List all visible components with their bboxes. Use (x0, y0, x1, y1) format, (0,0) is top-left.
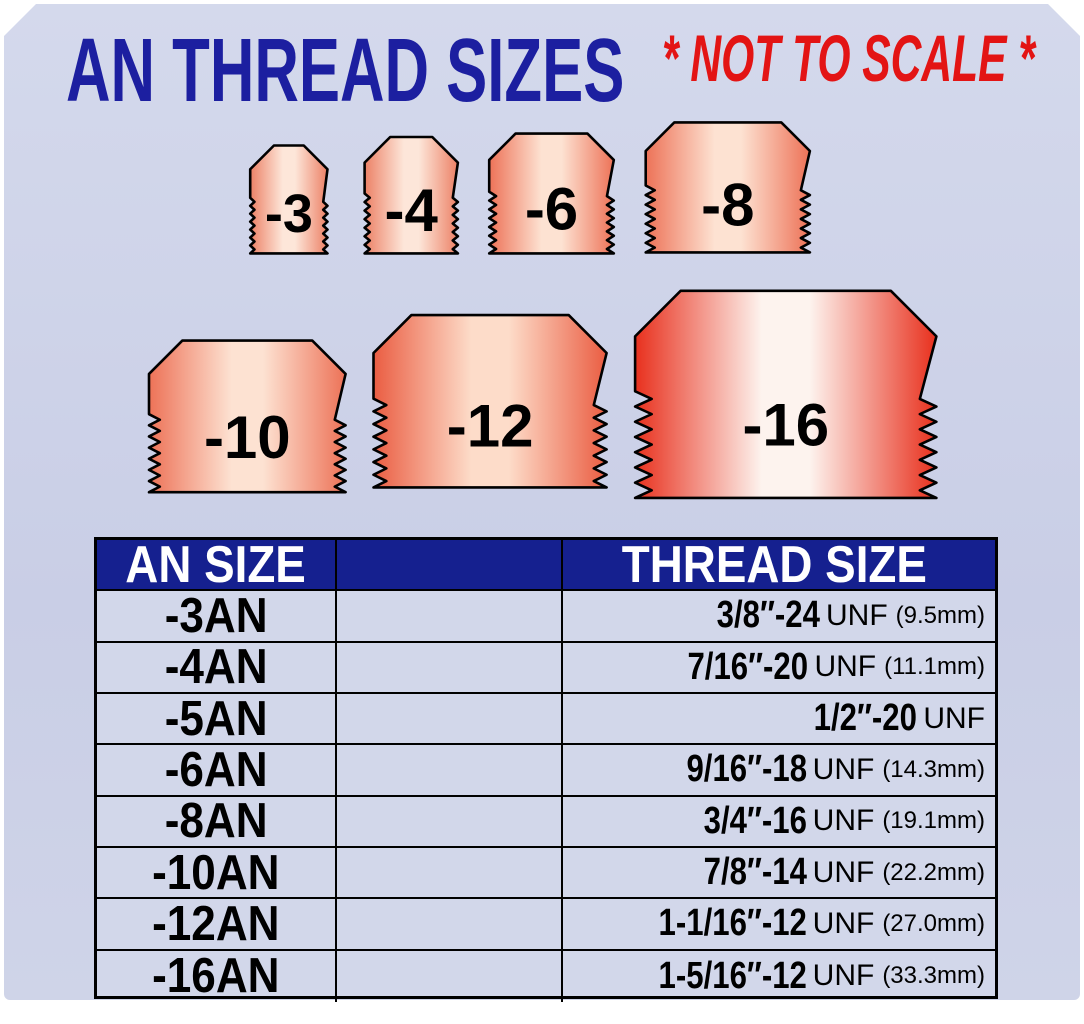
svg-text:-6: -6 (525, 176, 578, 243)
svg-text:-3: -3 (265, 184, 313, 244)
svg-text:-8: -8 (701, 171, 754, 238)
svg-text:-10: -10 (204, 404, 291, 471)
svg-text:-4: -4 (385, 177, 439, 244)
svg-text:-12: -12 (447, 392, 534, 459)
svg-text:-16: -16 (742, 391, 829, 458)
